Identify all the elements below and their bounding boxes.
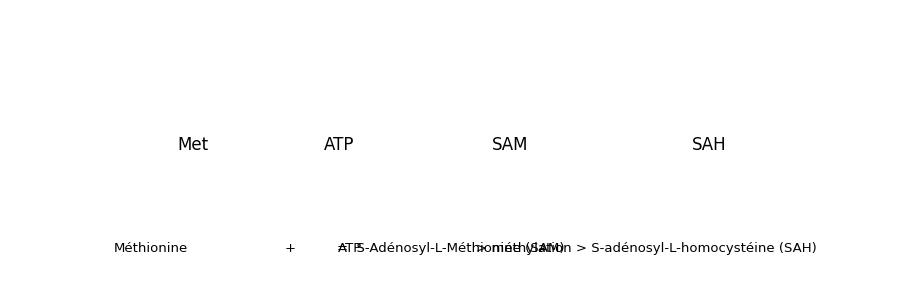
Text: +: + xyxy=(285,242,296,256)
Text: ATP: ATP xyxy=(338,242,362,256)
Text: > méthylation > S-adénosyl-L-homocystéine (SAH): > méthylation > S-adénosyl-L-homocystéin… xyxy=(476,242,816,256)
Text: Méthionine: Méthionine xyxy=(113,242,188,256)
Text: =  S-Adénosyl-L-Méthionine (SAM): = S-Adénosyl-L-Méthionine (SAM) xyxy=(337,242,564,256)
